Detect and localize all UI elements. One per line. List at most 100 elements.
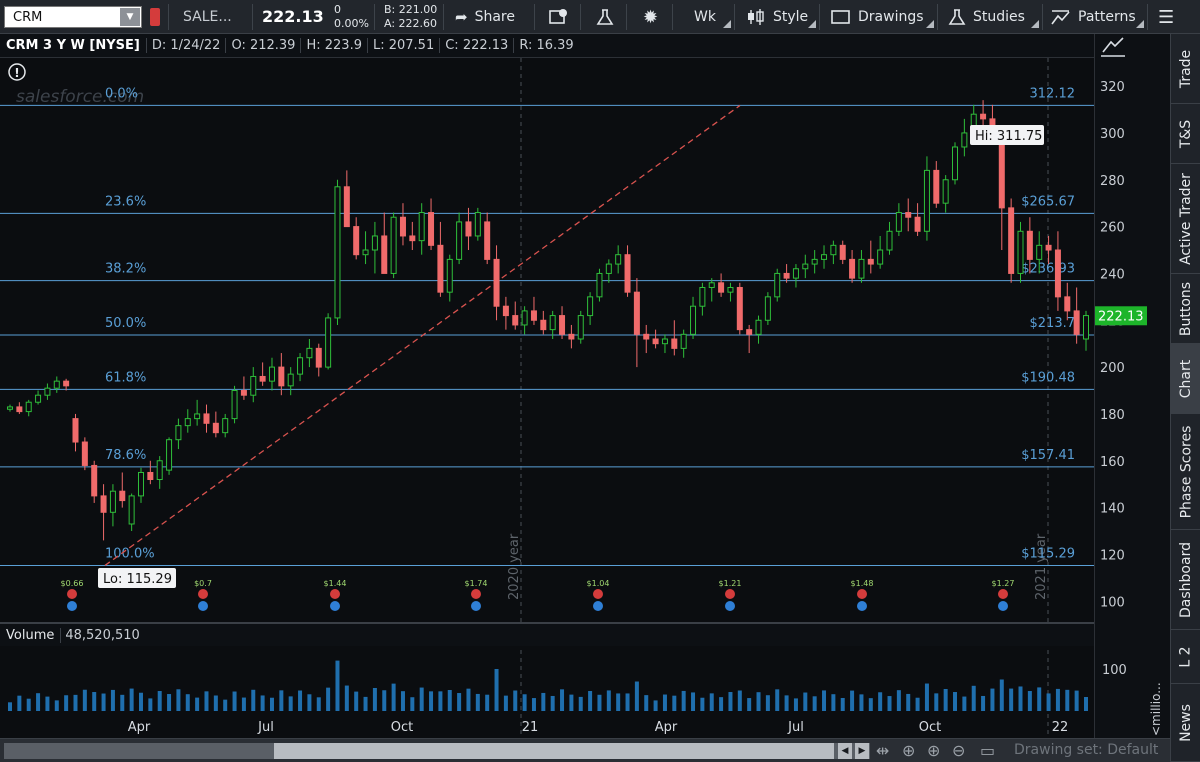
fibonacci-retracement[interactable]: 0.0% 312.12 23.6% $265.67 38.2% $236.93 50.0% $…	[0, 86, 1094, 566]
volume-bar	[1009, 688, 1014, 711]
share-button[interactable]: ➦ Share	[455, 0, 515, 34]
expand-icon[interactable]: ⇹	[876, 741, 890, 760]
chart-snapshot-button[interactable]	[549, 0, 569, 34]
fit-screen-icon[interactable]: ▭	[980, 741, 996, 760]
candle	[699, 282, 706, 316]
volume-bar	[400, 691, 405, 711]
candle	[100, 484, 107, 541]
volume-bar	[8, 702, 12, 711]
earnings-icon[interactable]	[998, 601, 1008, 611]
price-tick-label: 300	[1100, 127, 1125, 142]
zoom-in-icon[interactable]: ⊕	[927, 741, 941, 760]
time-axis: Apr Jul Oct 21 Apr Jul Oct 22	[128, 720, 1069, 735]
candle	[128, 493, 135, 532]
volume-label[interactable]: Volume	[0, 627, 62, 643]
volume-bar	[82, 689, 87, 711]
volume-bar	[1074, 690, 1079, 711]
scroll-left-arrow-icon[interactable]: ◀	[838, 743, 852, 759]
chart-title[interactable]: CRM 3 Y W [NYSE]	[6, 38, 140, 53]
dividend-icon[interactable]	[593, 589, 603, 599]
symbol-entry[interactable]: ▼	[4, 6, 142, 28]
info-icon[interactable]: !	[8, 63, 26, 81]
volume-bar	[653, 700, 658, 711]
candle	[746, 324, 753, 354]
side-tab-label: L 2	[1177, 645, 1194, 668]
side-tab-news[interactable]: News	[1171, 684, 1200, 762]
earnings-icon[interactable]	[330, 601, 340, 611]
more-options-button[interactable]: ☰	[1158, 0, 1181, 34]
side-tab-chart[interactable]: Chart	[1171, 344, 1200, 414]
experiment-button[interactable]	[596, 0, 614, 34]
side-tab-label: News	[1178, 703, 1194, 742]
fib-level-label: 78.6%	[105, 448, 146, 463]
price-axis-panel[interactable]	[1094, 34, 1170, 739]
side-tab-trade[interactable]: Trade	[1171, 34, 1200, 104]
side-tab-active-trader[interactable]: Active Trader	[1171, 164, 1200, 274]
candle	[923, 156, 930, 241]
price-tick-label: 140	[1100, 502, 1125, 517]
dividend-icon[interactable]	[330, 589, 340, 599]
earnings-icon[interactable]	[198, 601, 208, 611]
candle	[35, 390, 42, 405]
price-tick-label: 240	[1100, 267, 1125, 282]
candle	[91, 460, 98, 503]
price-tick-label: 260	[1100, 221, 1125, 236]
alert-badge-icon[interactable]	[150, 8, 160, 26]
dividend-icon[interactable]	[725, 589, 735, 599]
drawing-set-label[interactable]: Drawing set: Default	[1014, 742, 1159, 758]
dividend-icon[interactable]	[471, 589, 481, 599]
candle	[474, 207, 481, 241]
candle	[231, 385, 238, 424]
patterns-button[interactable]: Patterns	[1051, 0, 1136, 34]
drawing-tool-icon[interactable]	[1099, 36, 1129, 58]
volume-bar	[672, 695, 677, 711]
fib-price-label: $115.29	[1021, 546, 1075, 561]
earnings-icon[interactable]	[471, 601, 481, 611]
dividend-icon[interactable]	[198, 589, 208, 599]
side-tab-dashboard[interactable]: Dashboard	[1171, 530, 1200, 630]
period-selector[interactable]: Wk	[694, 0, 716, 34]
volume-bar	[1037, 687, 1042, 711]
volume-bar	[915, 697, 920, 711]
fib-price-label: 312.12	[1030, 86, 1076, 101]
side-tab-t-s[interactable]: T&S	[1171, 104, 1200, 164]
side-tab-label: Trade	[1178, 49, 1194, 88]
candle	[409, 221, 416, 251]
side-tab-buttons[interactable]: Buttons	[1171, 274, 1200, 344]
volume-bar	[793, 698, 798, 711]
dividend-icon[interactable]	[857, 589, 867, 599]
style-button[interactable]: Style	[746, 0, 808, 34]
dropdown-corner-icon	[926, 20, 934, 28]
crosshair-icon[interactable]: ⊕	[902, 741, 916, 760]
volume-bar	[981, 695, 986, 711]
zoom-out-icon[interactable]: ⊖	[952, 741, 966, 760]
earnings-icon[interactable]	[725, 601, 735, 611]
dividend-icon[interactable]	[67, 589, 77, 599]
fib-level-label: 0.0%	[105, 86, 138, 101]
volume-bar	[138, 692, 143, 711]
bid-price: B: 221.00	[384, 3, 438, 16]
volume-bar	[213, 695, 218, 711]
price-chart[interactable]: 2020 year 2021 year salesforce.com 0.0% 31…	[0, 34, 1170, 739]
toolbar-divider	[734, 4, 735, 30]
scroll-right-arrow-icon[interactable]: ▶	[855, 743, 869, 759]
earnings-icon[interactable]	[67, 601, 77, 611]
symbol-input[interactable]	[5, 9, 117, 25]
side-tab-l-2[interactable]: L 2	[1171, 630, 1200, 684]
volume-bars: 100 <millio...	[8, 660, 1163, 736]
drawings-button[interactable]: Drawings	[831, 0, 924, 34]
studies-button[interactable]: Studies	[948, 0, 1025, 34]
volume-bar	[298, 690, 303, 711]
side-tab-phase-scores[interactable]: Phase Scores	[1171, 414, 1200, 530]
company-name[interactable]: SALE...	[183, 9, 232, 25]
settings-button[interactable]: ✹	[643, 0, 665, 34]
dividend-icon[interactable]	[998, 589, 1008, 599]
dividend-amount: $1.44	[324, 579, 347, 588]
earnings-icon[interactable]	[857, 601, 867, 611]
earnings-icon[interactable]	[593, 601, 603, 611]
horizontal-scroll-thumb[interactable]	[274, 743, 834, 759]
bar-date: D: 1/24/22	[145, 38, 226, 53]
candle	[353, 217, 360, 260]
trend-line[interactable]	[104, 104, 741, 566]
symbol-dropdown-button[interactable]: ▼	[120, 8, 140, 26]
